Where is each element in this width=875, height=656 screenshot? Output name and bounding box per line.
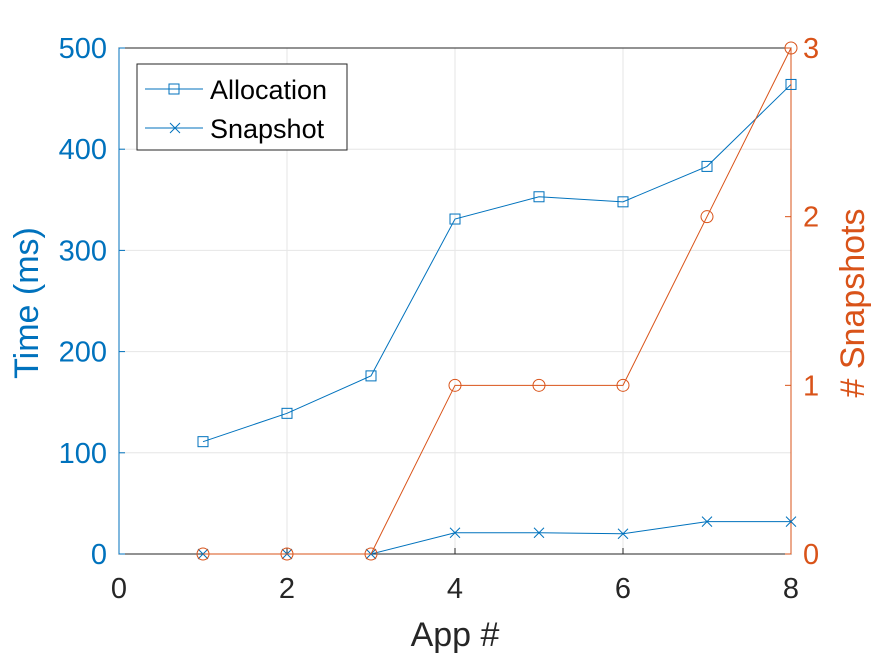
- y-left-tick-label: 500: [59, 33, 107, 65]
- data-point-circle: [784, 41, 798, 55]
- y-left-tick-label: 400: [59, 134, 107, 166]
- legend: Allocation Snapshot: [136, 63, 348, 151]
- y-left-axis-label: Time (ms): [8, 227, 46, 379]
- y-left-axis-ticks: 0 100 200 300 400 500: [59, 33, 125, 571]
- x-tick-label: 0: [111, 573, 127, 605]
- y-right-axis-ticks: 0 1 2 3: [785, 33, 819, 571]
- data-point-square: [197, 436, 209, 448]
- x-axis-ticks: 0 2 4 6 8: [111, 548, 799, 605]
- y-right-tick-label: 2: [803, 202, 819, 234]
- data-series: [196, 41, 798, 561]
- series-line: [203, 47, 792, 555]
- data-point-circle: [532, 378, 546, 392]
- data-point-x: [701, 516, 713, 527]
- y-left-tick-label: 300: [59, 235, 107, 267]
- legend-label-snapshot: Snapshot: [210, 114, 325, 144]
- x-marker-icon: [169, 122, 181, 134]
- x-axis-label: App #: [411, 616, 500, 654]
- x-tick-label: 6: [615, 573, 631, 605]
- data-point-x: [449, 527, 461, 539]
- y-right-tick-label: 1: [803, 370, 819, 402]
- series-allocation: [197, 78, 797, 448]
- data-point-circle: [448, 378, 462, 392]
- series-line: [202, 84, 792, 443]
- data-point-square: [365, 370, 377, 382]
- legend-entry-allocation: Allocation: [145, 75, 327, 105]
- series-snapshot-count: [196, 41, 798, 561]
- legend-label-allocation: Allocation: [210, 75, 327, 105]
- data-point-circle: [280, 547, 294, 561]
- data-point-circle: [364, 547, 378, 561]
- data-point-circle: [616, 378, 630, 392]
- x-tick-label: 2: [279, 573, 295, 605]
- data-point-circle: [196, 547, 210, 561]
- legend-box: [136, 63, 348, 151]
- legend-entry-snapshot: Snapshot: [145, 114, 325, 144]
- y-left-tick-label: 200: [59, 337, 107, 369]
- data-point-square: [785, 78, 797, 90]
- y-left-tick-label: 100: [59, 438, 107, 470]
- data-point-square: [449, 213, 461, 225]
- data-point-circle: [700, 210, 714, 224]
- data-point-square: [617, 196, 629, 208]
- y-right-axis-label: # Snapshots: [834, 208, 872, 397]
- data-point-square: [533, 191, 545, 203]
- data-point-square: [701, 160, 713, 172]
- data-point-square: [281, 407, 293, 419]
- data-point-x: [617, 528, 629, 540]
- square-marker-icon: [168, 83, 180, 95]
- series-snapshot: [197, 516, 797, 560]
- x-tick-label: 4: [447, 573, 463, 605]
- y-left-tick-label: 0: [91, 539, 107, 571]
- x-tick-label: 8: [783, 573, 799, 605]
- y-right-tick-label: 0: [803, 539, 819, 571]
- y-right-tick-label: 3: [803, 33, 819, 65]
- data-point-x: [533, 527, 545, 539]
- data-point-x: [785, 516, 797, 527]
